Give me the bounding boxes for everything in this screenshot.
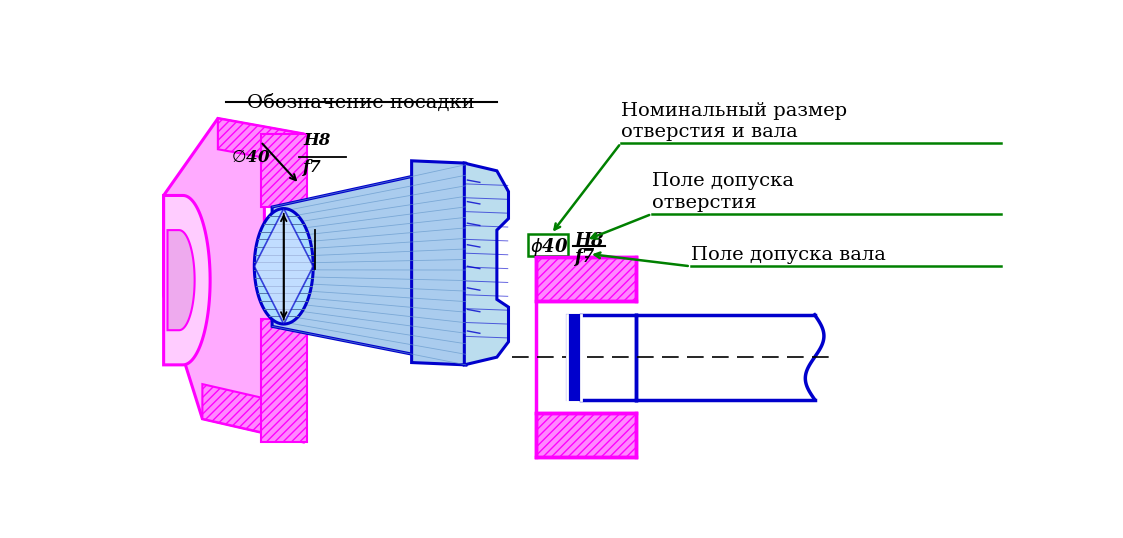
Polygon shape: [164, 195, 210, 365]
Text: Поле допуска: Поле допуска: [651, 172, 794, 190]
Polygon shape: [261, 134, 307, 207]
Polygon shape: [272, 165, 466, 365]
Text: Обозначение посадки: Обозначение посадки: [247, 94, 475, 112]
Bar: [536, 413, 637, 457]
Text: $\phi$40: $\phi$40: [530, 236, 569, 258]
Text: отверстия и вала: отверстия и вала: [621, 123, 797, 141]
Polygon shape: [164, 118, 303, 442]
Text: f7: f7: [574, 248, 594, 266]
Text: f7: f7: [303, 159, 322, 175]
Text: H8: H8: [574, 232, 604, 250]
Polygon shape: [261, 318, 307, 442]
Bar: [536, 257, 637, 301]
Text: H8: H8: [303, 132, 330, 149]
Polygon shape: [202, 384, 303, 442]
Polygon shape: [464, 163, 509, 365]
Text: отверстия: отверстия: [651, 194, 757, 212]
Bar: [528, 234, 568, 256]
Polygon shape: [254, 209, 313, 324]
Text: Поле допуска вала: Поле допуска вала: [691, 245, 886, 264]
Text: Номинальный размер: Номинальный размер: [621, 102, 847, 119]
Bar: [536, 413, 637, 457]
Bar: [536, 257, 637, 301]
Bar: [567, 315, 581, 400]
Text: $\varnothing$40: $\varnothing$40: [231, 148, 271, 166]
Polygon shape: [218, 118, 303, 165]
Polygon shape: [412, 161, 482, 365]
Polygon shape: [167, 230, 194, 330]
Polygon shape: [254, 209, 313, 324]
